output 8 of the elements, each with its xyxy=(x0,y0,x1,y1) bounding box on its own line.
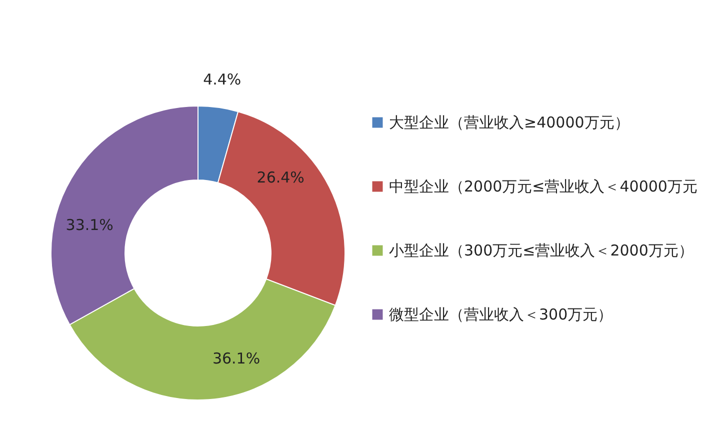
data-label: 33.1% xyxy=(66,216,114,234)
legend-label: 小型企业（300万元≤营业收入＜2000万元） xyxy=(389,242,694,260)
data-label: 36.1% xyxy=(212,349,260,368)
legend-label: 中型企业（2000万元≤营业收入＜40000万元 xyxy=(389,178,698,196)
data-label: 4.4% xyxy=(203,70,242,89)
legend-label: 微型企业（营业收入＜300万元） xyxy=(389,306,613,324)
data-label: 26.4% xyxy=(256,168,304,186)
legend-label: 大型企业（营业收入≥40000万元） xyxy=(389,114,630,132)
